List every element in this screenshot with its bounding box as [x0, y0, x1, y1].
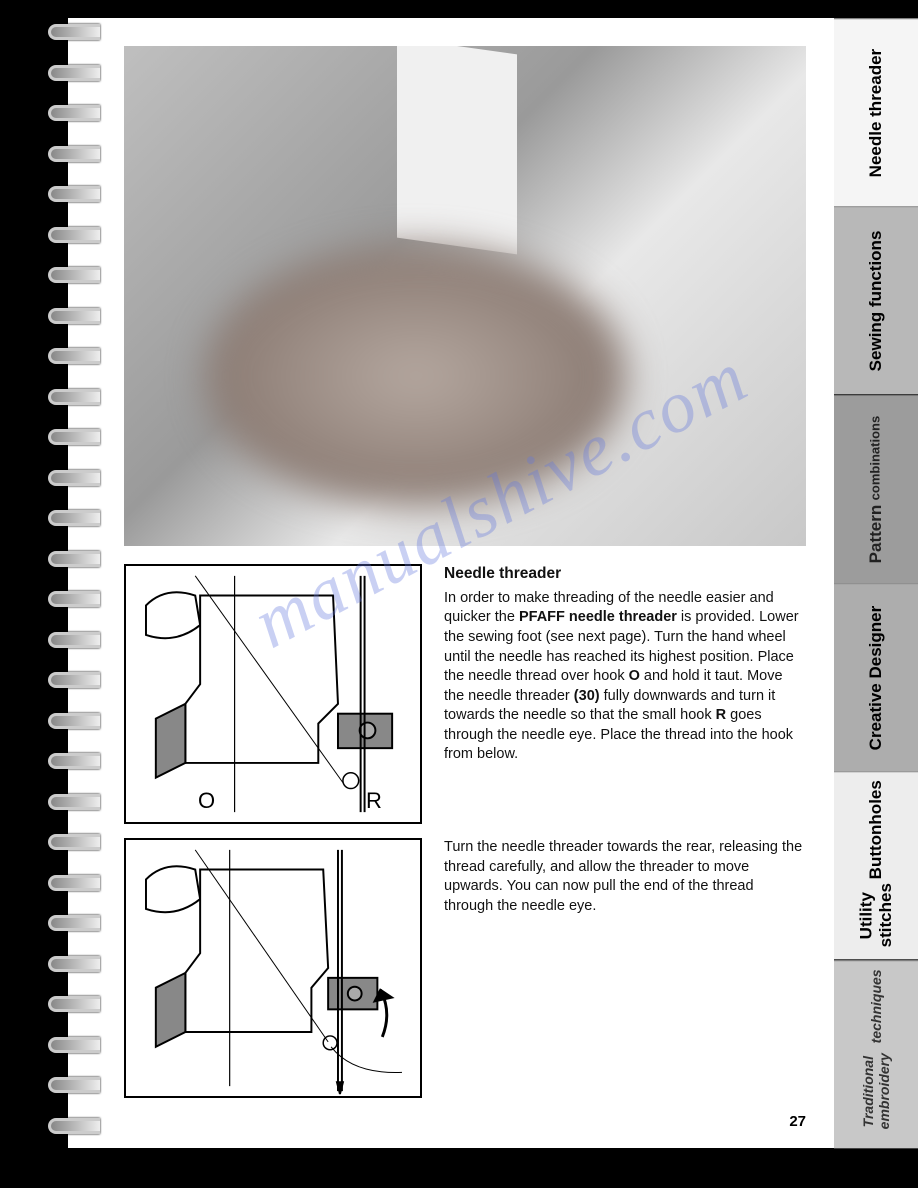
- tab-traditional-embroidery[interactable]: Traditional embroidery techniques: [834, 960, 918, 1148]
- manual-page: manualshive.com O R N: [68, 18, 834, 1148]
- tab-creative-designer[interactable]: Creative Designer: [834, 583, 918, 771]
- section-heading: Needle threader: [444, 564, 806, 585]
- section-2: Turn the needle threader towards the rea…: [124, 838, 806, 1098]
- tab-label: techniques: [868, 969, 884, 1043]
- page-number: 27: [789, 1113, 806, 1130]
- tab-needle-threader[interactable]: Needle threader: [834, 18, 918, 206]
- tab-label: Traditional embroidery: [860, 1043, 892, 1140]
- diagram-1: O R: [124, 564, 422, 824]
- paragraph-1: In order to make threading of the needle…: [444, 589, 806, 765]
- spiral-binding: [48, 24, 108, 1134]
- instruction-text-2: Turn the needle threader towards the rea…: [444, 838, 806, 1098]
- index-tabs: Needle threader Sewing functions Pattern…: [834, 18, 918, 1148]
- diagram-label-o: O: [198, 788, 215, 814]
- tab-label: Buttonholes: [866, 780, 886, 879]
- instruction-text-1: Needle threader In order to make threadi…: [444, 564, 806, 824]
- tab-utility-stitches[interactable]: Utility stitches Buttonholes: [834, 771, 918, 959]
- tab-sewing-functions[interactable]: Sewing functions: [834, 206, 918, 394]
- tab-label: combinations: [869, 415, 884, 500]
- diagram-label-r: R: [366, 788, 382, 814]
- section-1: O R Needle threader In order to make thr…: [124, 564, 806, 824]
- photo-needle-threading: [124, 46, 806, 546]
- paragraph-2: Turn the needle threader towards the rea…: [444, 838, 806, 916]
- tab-label: Pattern: [866, 505, 886, 564]
- tab-pattern-combinations[interactable]: Pattern combinations: [834, 395, 918, 583]
- diagram-2: [124, 838, 422, 1098]
- tab-label: Utility stitches: [856, 879, 895, 951]
